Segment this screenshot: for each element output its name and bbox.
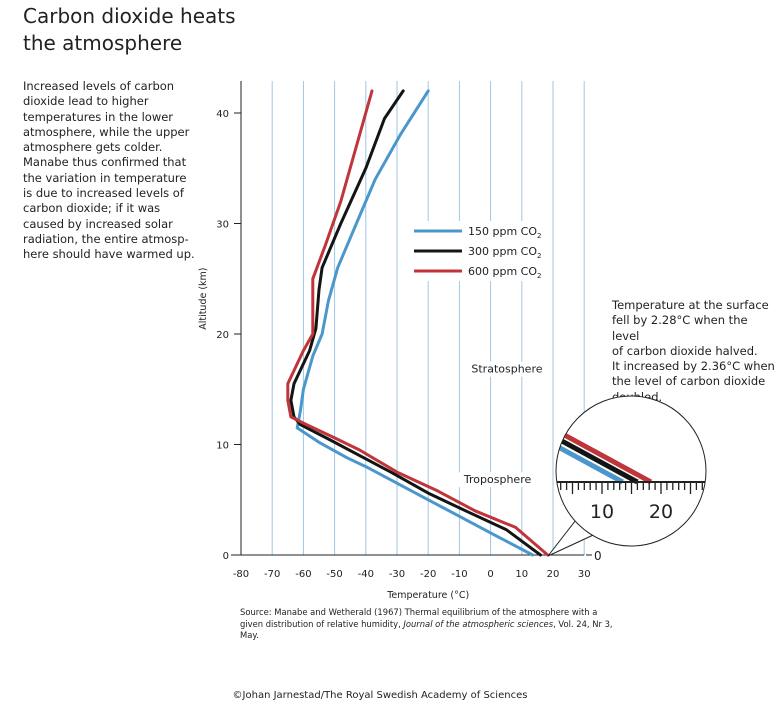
region-label-bg [459, 361, 540, 377]
x-tick-label: 10 [515, 569, 528, 580]
legend-subscript: 2 [537, 272, 541, 280]
source-citation: Source: Manabe and Wetherald (1967) Ther… [240, 607, 620, 642]
credit-line: ©Johan Jarnestad/The Royal Swedish Acade… [232, 690, 528, 701]
y-tick-label: 0 [223, 551, 229, 562]
source-journal: Journal of the atmospheric sciences [403, 618, 554, 629]
inset-tick-label: 10 [590, 501, 614, 523]
region-label-bg [450, 472, 531, 488]
legend-bg [410, 221, 550, 241]
x-tick-label: -80 [233, 569, 249, 580]
inset-series-line [556, 422, 624, 485]
x-tick-label: -10 [451, 569, 467, 580]
legend-subscript: 2 [537, 232, 541, 240]
intro-text: Increased levels of carbon dioxide lead … [23, 79, 195, 262]
region-labels: Stratosphere Troposphere [450, 361, 543, 488]
x-tick-label: 20 [547, 569, 560, 580]
x-axis-title: Temperature (°C) [386, 590, 469, 601]
region-label: Stratosphere [471, 363, 542, 376]
y-tick-label: 30 [216, 220, 229, 231]
gridlines [271, 81, 585, 555]
region-label: Troposphere [463, 473, 532, 486]
series-line [295, 89, 535, 557]
series-line [286, 89, 550, 557]
inset-circle-border [555, 395, 707, 547]
legend-label: 150 ppm CO2 [468, 225, 541, 240]
series-line [289, 89, 542, 557]
callout-zero-label: 0 [594, 549, 602, 563]
x-tick-label: -40 [358, 569, 374, 580]
y-tick-label: 40 [216, 109, 229, 120]
y-axis-title: Altitude (km) [198, 267, 209, 329]
y-tick-label: 20 [216, 330, 229, 341]
surface-magnifier-inset: 10 20 0 [547, 395, 707, 563]
x-tick-label: -70 [264, 569, 280, 580]
x-tick-label: 0 [487, 569, 493, 580]
x-tick-label: -30 [389, 569, 405, 580]
inset-series-line [556, 422, 639, 485]
legend: 150 ppm CO2 300 ppm CO2 600 ppm CO2 [410, 221, 550, 281]
source-prefix: Source: Manabe and Wetherald (1967) Ther… [240, 607, 598, 629]
legend-bg [410, 241, 550, 261]
series-lines [286, 89, 550, 557]
legend-subscript: 2 [537, 252, 541, 260]
axes: 0 10 20 30 40 -80 -70 -60 -50 -40 -30 -20 -10 0 10 20 30… [198, 81, 591, 601]
chart-title: Carbon dioxide heats the atmosphere [23, 4, 236, 55]
surface-note: Temperature at the surface fell by 2.28°… [612, 298, 775, 404]
legend-label: 600 ppm CO2 [468, 265, 541, 280]
source-suffix: , Vol. 24, Nr 3, May. [240, 618, 613, 641]
x-tick-label: 30 [578, 569, 591, 580]
y-tick-label: 10 [216, 441, 229, 452]
x-tick-label: -20 [420, 569, 436, 580]
x-tick-label: -60 [295, 569, 311, 580]
inset-tick-label: 20 [649, 501, 673, 523]
legend-label: 300 ppm CO2 [468, 245, 541, 260]
legend-bg [410, 261, 550, 281]
x-tick-label: -50 [326, 569, 342, 580]
